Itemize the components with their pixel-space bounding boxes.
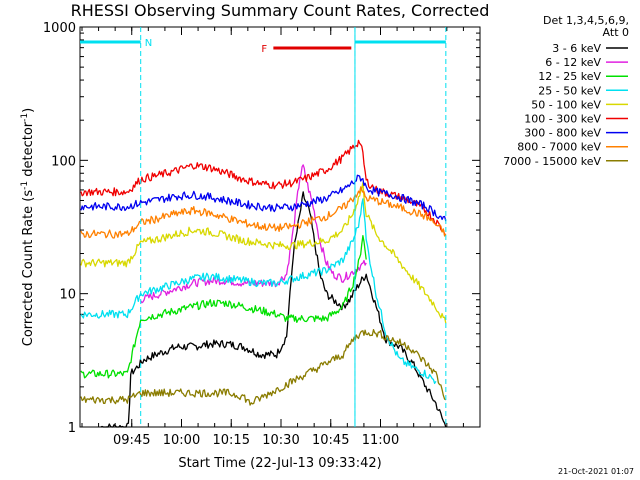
series-line bbox=[80, 182, 447, 324]
axis-ticks: 1 10 100 1000 09:45 10:00 10:15 10:30 10:45 11:00 bbox=[43, 21, 480, 448]
y-axis-label-mid: detector bbox=[21, 121, 36, 181]
night-flag-label: N bbox=[145, 38, 152, 49]
series-line bbox=[80, 174, 447, 222]
legend-label: 12 - 25 keV bbox=[538, 70, 601, 83]
svg-text:Corrected Count Rate (s-1 dete: Corrected Count Rate (s-1 detector-1) bbox=[20, 108, 36, 346]
x-tick-label: 10:30 bbox=[262, 433, 299, 448]
series-group bbox=[80, 139, 447, 428]
series-line bbox=[80, 235, 367, 379]
legend-header: Det 1,3,4,5,6,9, bbox=[543, 14, 629, 27]
x-tick-label: 10:15 bbox=[213, 433, 250, 448]
series-line bbox=[80, 139, 447, 236]
x-axis-label: Start Time (22-Jul-13 09:33:42) bbox=[178, 456, 381, 471]
y-axis-label: Corrected Count Rate (s-1 detector-1) bbox=[20, 108, 36, 346]
series-line bbox=[80, 328, 447, 406]
x-tick-label: 10:00 bbox=[163, 433, 200, 448]
series-line bbox=[100, 191, 447, 428]
y-tick-label: 1000 bbox=[43, 21, 76, 36]
timestamp: 21-Oct-2021 01:07 bbox=[558, 467, 634, 476]
x-tick-label: 10:45 bbox=[312, 433, 349, 448]
x-tick-label: 11:00 bbox=[362, 433, 399, 448]
legend-label: 100 - 300 keV bbox=[524, 113, 601, 126]
legend-label: 3 - 6 keV bbox=[552, 42, 601, 55]
legend-label: 7000 - 15000 keV bbox=[503, 155, 601, 168]
plot-frame bbox=[79, 26, 481, 428]
y-axis-label-end: ) bbox=[21, 108, 36, 113]
chart-title: RHESSI Observing Summary Count Rates, Co… bbox=[71, 1, 490, 20]
y-tick-label: 1 bbox=[68, 421, 76, 436]
y-axis-label-main: Corrected Count Rate (s bbox=[21, 190, 36, 347]
legend-header: Att 0 bbox=[603, 26, 629, 39]
annotation-group: NF bbox=[80, 27, 447, 427]
legend-label: 6 - 12 keV bbox=[545, 56, 601, 69]
y-axis-label-sup1: -1 bbox=[20, 181, 30, 190]
x-tick-label: 09:45 bbox=[113, 433, 150, 448]
legend-label: 50 - 100 keV bbox=[531, 98, 601, 111]
y-tick-label: 100 bbox=[51, 154, 76, 169]
series-line bbox=[80, 186, 447, 239]
legend-label: 25 - 50 keV bbox=[538, 84, 601, 97]
flare-flag-label: F bbox=[261, 44, 267, 55]
y-tick-label: 10 bbox=[59, 288, 76, 303]
y-axis-label-sup2: -1 bbox=[20, 113, 30, 122]
legend-label: 300 - 800 keV bbox=[524, 127, 601, 140]
legend-label: 800 - 7000 keV bbox=[517, 141, 601, 154]
